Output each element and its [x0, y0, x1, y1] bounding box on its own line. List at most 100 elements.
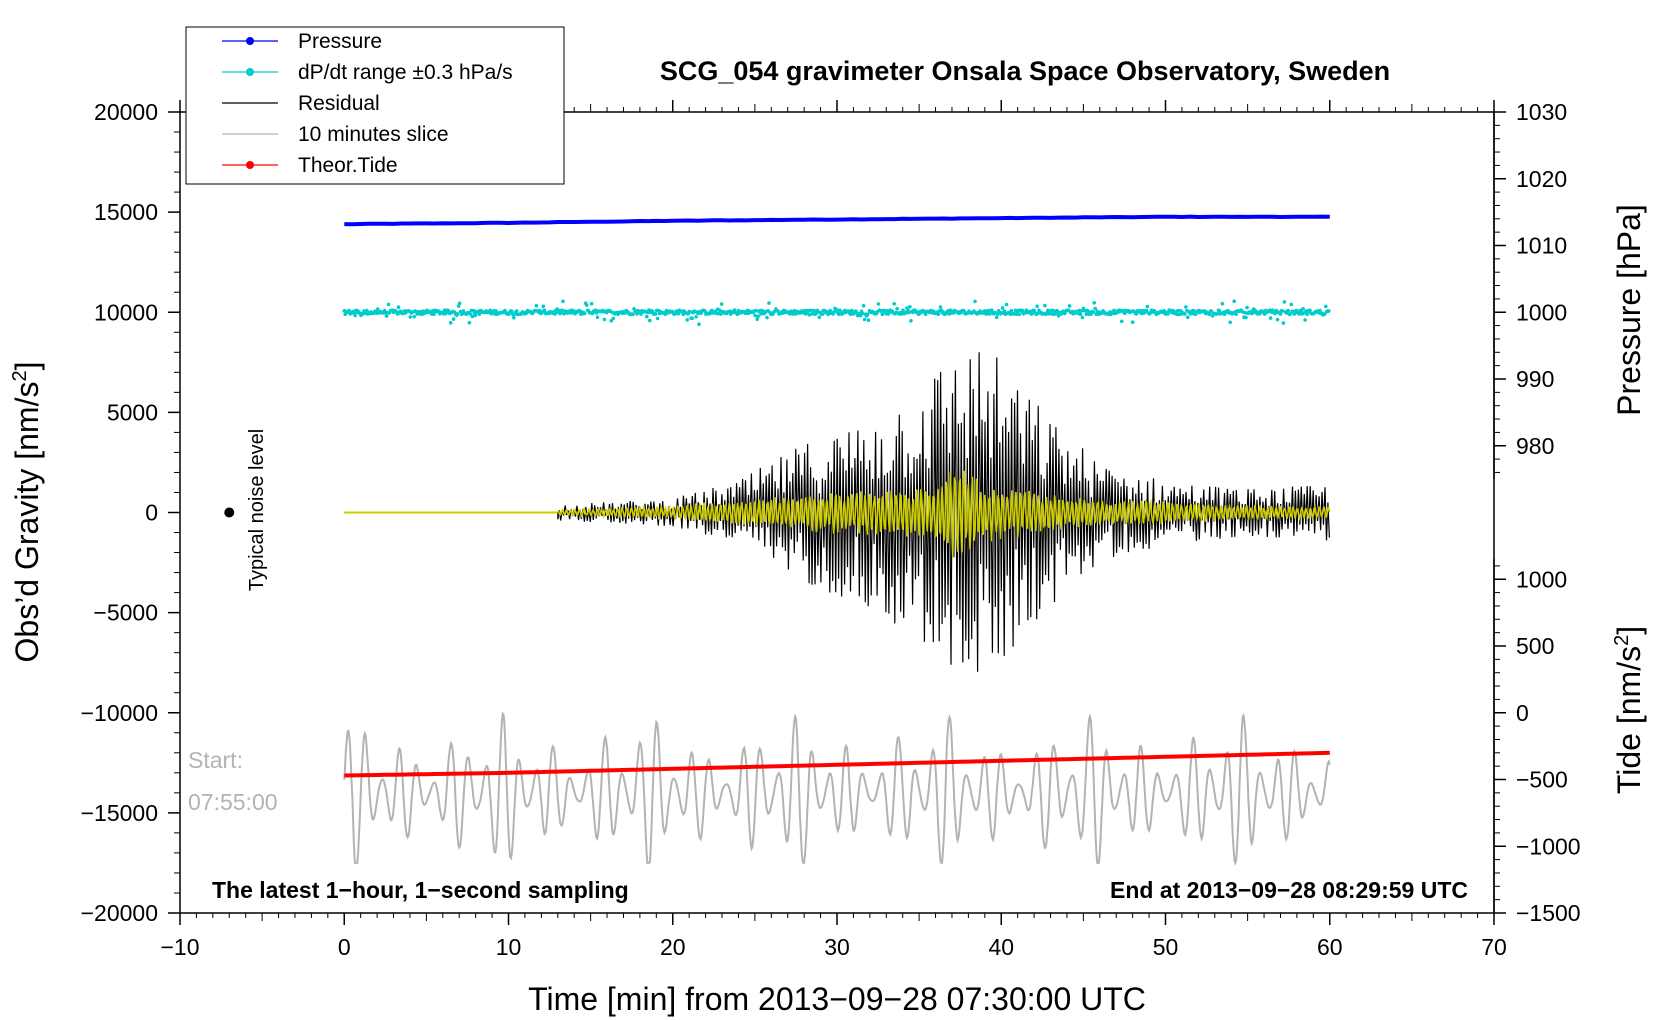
dpdt-point	[510, 309, 514, 314]
dpdt-point	[534, 304, 539, 308]
dpdt-point	[1035, 304, 1039, 309]
dpdt-point	[820, 312, 824, 317]
legend-marker	[246, 68, 254, 76]
dpdt-point	[477, 312, 482, 317]
dpdt-point	[347, 308, 352, 313]
dpdt-point	[835, 308, 839, 312]
dpdt-point	[923, 312, 928, 317]
y-axis-pressure: 1030 1020 1010 1000 990 980	[1493, 99, 1567, 480]
dpdt-point	[408, 315, 413, 319]
dpdt-point	[514, 309, 519, 313]
dpdt-point	[396, 305, 401, 310]
dpdt-point	[908, 305, 912, 309]
dpdt-point	[1220, 301, 1225, 306]
dpdt-point	[1120, 319, 1124, 324]
dpdt-point	[456, 304, 461, 308]
y-tick-label: 15000	[94, 199, 158, 225]
y-axis-pressure-title: Pressure [hPa]	[1611, 204, 1647, 416]
x-tick-label: 70	[1481, 934, 1507, 960]
dpdt-point	[1130, 320, 1135, 325]
y-tick-label: −5000	[93, 600, 158, 626]
dpdt-point	[542, 308, 547, 313]
dpdt-point	[1209, 309, 1214, 314]
dpdt-point	[988, 312, 992, 316]
dpdt-point	[1275, 317, 1280, 322]
dpdt-point	[553, 312, 557, 316]
dpdt-point	[448, 321, 453, 325]
dpdt-point	[1301, 307, 1305, 311]
end-time-note: End at 2013−09−28 08:29:59 UTC	[1110, 877, 1468, 903]
dpdt-point	[694, 315, 698, 319]
dpdt-point	[895, 306, 899, 311]
dpdt-point	[1282, 300, 1287, 304]
y-tick-label: 20000	[94, 99, 158, 125]
dpdt-point	[1084, 312, 1089, 317]
x-tick-label: −10	[160, 934, 199, 960]
y-tick-label: −20000	[81, 900, 158, 926]
dpdt-point	[541, 304, 546, 309]
dpdt-point	[376, 307, 380, 311]
dpdt-point	[1176, 308, 1180, 313]
dpdt-point	[1145, 304, 1150, 309]
dpdt-point	[1207, 312, 1212, 317]
dpdt-point	[1092, 301, 1096, 305]
dpdt-point	[1091, 310, 1095, 314]
dpdt-point	[753, 313, 757, 318]
dpdt-point	[936, 312, 941, 317]
dpdt-point	[386, 302, 391, 307]
dpdt-point	[1288, 312, 1293, 316]
dpdt-point	[685, 318, 689, 322]
dpdt-point	[561, 299, 565, 304]
dpdt-point	[1080, 315, 1085, 320]
tide-tick-label: 0	[1516, 700, 1529, 726]
dpdt-point	[595, 315, 600, 320]
dpdt-point	[1232, 299, 1236, 304]
dpdt-point	[1245, 305, 1249, 310]
dpdt-point	[732, 308, 737, 312]
dpdt-point	[880, 312, 885, 317]
dpdt-point	[862, 317, 867, 322]
dpdt-point	[655, 316, 660, 321]
dpdt-point	[584, 303, 589, 307]
dpdt-point	[457, 301, 462, 306]
dpdt-point	[755, 317, 759, 322]
dpdt-point	[688, 310, 692, 314]
pressure-tick-label: 990	[1516, 366, 1554, 392]
dpdt-point	[384, 314, 389, 318]
dpdt-point	[973, 299, 977, 304]
dpdt-point	[1078, 312, 1083, 317]
noise-level-dot	[224, 507, 235, 518]
dpdt-point	[861, 304, 866, 308]
dpdt-series	[342, 299, 1331, 327]
dpdt-point	[765, 315, 769, 320]
dpdt-point	[1278, 312, 1283, 316]
dpdt-point	[1030, 312, 1034, 316]
x-tick-label: 30	[824, 934, 850, 960]
pressure-tick-label: 1000	[1516, 299, 1567, 325]
dpdt-point	[602, 317, 607, 322]
pressure-tick-label: 1030	[1516, 99, 1567, 125]
y-tick-label: 10000	[94, 299, 158, 325]
dpdt-point	[1186, 315, 1190, 320]
dpdt-point	[792, 308, 797, 313]
dpdt-point	[866, 318, 871, 323]
legend-marker	[246, 37, 254, 45]
dpdt-point	[1017, 312, 1022, 317]
dpdt-point	[719, 302, 724, 306]
y-tick-label: −15000	[81, 800, 158, 826]
legend-label: Theor.Tide	[298, 154, 398, 177]
dpdt-point	[776, 309, 780, 313]
dpdt-point	[1215, 312, 1220, 316]
y-axis-left-title: Obs’d Gravity [nm/s2]	[9, 362, 45, 663]
dpdt-point	[1308, 308, 1312, 313]
y-axis-left: 20000 15000 10000 5000 0 −5000 −10000 −15000 −20…	[81, 99, 180, 926]
legend-label: Pressure	[298, 30, 382, 53]
start-time: 07:55:00	[188, 789, 278, 815]
tide-tick-label: −1500	[1516, 900, 1581, 926]
dpdt-point	[1286, 309, 1291, 313]
dpdt-point	[717, 308, 722, 313]
dpdt-point	[1268, 316, 1273, 320]
dpdt-point	[812, 309, 817, 313]
dpdt-point	[994, 315, 999, 320]
dpdt-point	[365, 308, 369, 313]
